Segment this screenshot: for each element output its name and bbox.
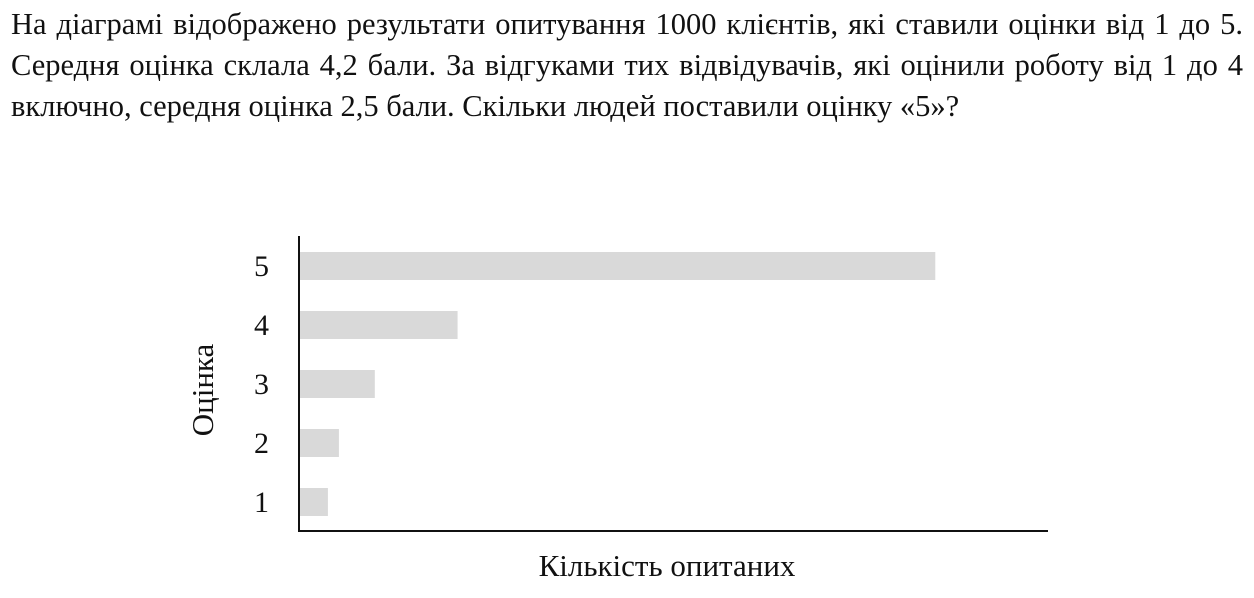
y-axis-title: Оцінка [185, 343, 220, 436]
bar-rating-1 [300, 488, 328, 516]
bar-rating-3 [300, 370, 375, 398]
x-axis-title: Кількість опитаних [539, 548, 796, 583]
y-tick-label-4: 4 [254, 309, 269, 342]
y-tick-label-2: 2 [254, 427, 269, 460]
bar-rating-2 [300, 429, 339, 457]
y-tick-label-3: 3 [254, 368, 269, 401]
y-tick-label-5: 5 [254, 250, 269, 283]
y-tick-labels: 1 2 3 4 5 [254, 250, 269, 519]
y-tick-label-1: 1 [254, 486, 269, 519]
problem-text: На діаграмі відображено результати опиту… [11, 7, 1243, 123]
bars-group [300, 252, 936, 516]
bar-rating-4 [300, 311, 458, 339]
bar-rating-5 [300, 252, 936, 280]
